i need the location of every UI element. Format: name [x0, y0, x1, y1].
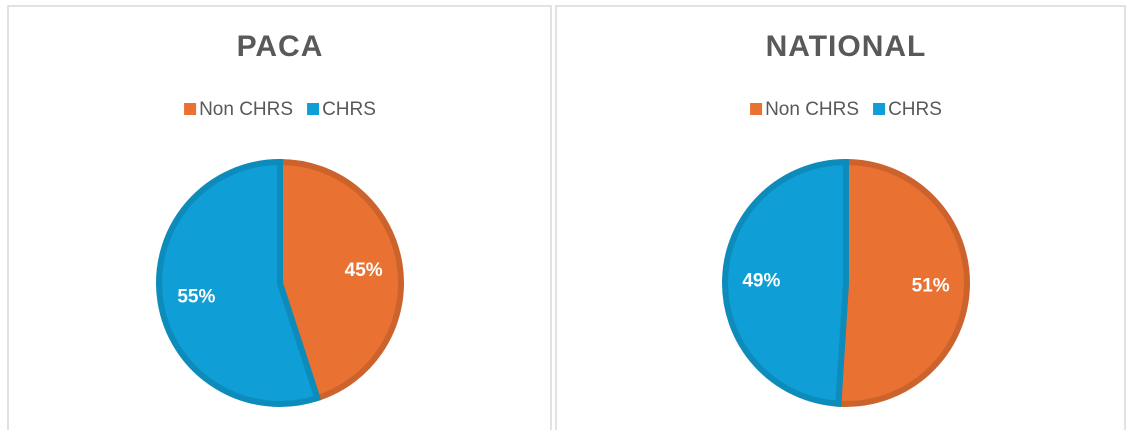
legend-swatch: [184, 103, 197, 115]
data-label: 45%: [345, 260, 383, 281]
chart-title: NATIONAL: [766, 30, 927, 63]
data-label: 51%: [912, 276, 950, 297]
legend-label: CHRS: [888, 99, 942, 120]
legend-label: Non CHRS: [199, 99, 293, 120]
pie-slice: [835, 158, 970, 407]
pie-slice: [722, 158, 849, 407]
panel-frame: [7, 5, 552, 430]
legend-label: CHRS: [322, 99, 376, 120]
pie-slice: [156, 158, 322, 407]
legend-swatch: [873, 103, 886, 115]
legend-swatch: [307, 103, 320, 115]
legend-label: Non CHRS: [765, 99, 859, 120]
data-label: 49%: [742, 270, 780, 291]
data-label: 55%: [177, 286, 215, 307]
pie-slice: [277, 158, 404, 402]
panel-frame: [555, 5, 1126, 430]
chart-title: PACA: [237, 30, 324, 63]
legend-swatch: [750, 103, 763, 115]
